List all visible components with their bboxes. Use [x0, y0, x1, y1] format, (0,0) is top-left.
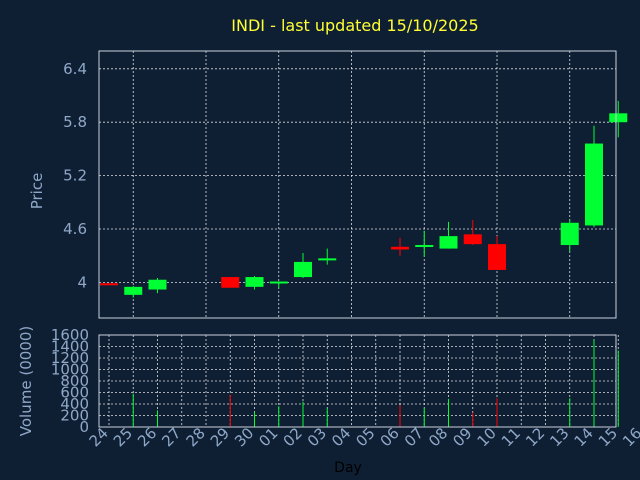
- x-tick: 10: [474, 424, 500, 450]
- candle-body: [391, 246, 409, 250]
- price-tick: 5.2: [63, 167, 87, 185]
- x-tick: 11: [498, 424, 524, 450]
- candle-body: [463, 234, 482, 245]
- volume-tick: 0: [79, 418, 89, 436]
- x-tick: 14: [571, 424, 597, 450]
- x-tick: 15: [595, 424, 621, 450]
- price-tick: 6.4: [63, 60, 87, 78]
- price-tick: 4: [77, 273, 87, 291]
- x-tick: 24: [86, 424, 112, 450]
- candle-body: [415, 245, 434, 248]
- candle-body: [100, 283, 118, 286]
- volume-plot-frame: [98, 334, 617, 428]
- x-tick: 08: [425, 424, 451, 450]
- x-tick: 06: [377, 424, 403, 450]
- candle-body: [245, 277, 264, 287]
- x-tick: 07: [401, 424, 427, 450]
- volume-bars: [132, 339, 619, 427]
- volume-tick: 200: [60, 407, 89, 425]
- price-tick: 5.8: [63, 113, 87, 131]
- price-tick-labels: 4 4.6 5.2 5.8 6.4: [63, 60, 87, 292]
- x-tick: 13: [546, 424, 572, 450]
- price-axis-label: Price: [28, 173, 46, 210]
- x-tick: 26: [134, 424, 160, 450]
- candle-body: [294, 261, 312, 278]
- price-tick: 4.6: [63, 220, 87, 238]
- x-tick: 05: [352, 424, 378, 450]
- x-tick: 25: [110, 424, 136, 450]
- volume-tick: 400: [60, 395, 89, 413]
- candle-body: [148, 279, 167, 290]
- x-tick: 01: [255, 424, 281, 450]
- candle-body: [609, 113, 628, 123]
- x-tick: 28: [183, 424, 209, 450]
- chart-title: INDI - last updated 15/10/2025: [231, 16, 478, 35]
- volume-tick: 800: [60, 372, 89, 390]
- price-plot-frame: [98, 50, 617, 319]
- volume-tick: 600: [60, 384, 89, 402]
- candles: [100, 100, 628, 298]
- x-tick: 09: [449, 424, 475, 450]
- x-tick: 12: [522, 424, 548, 450]
- candle-body: [124, 286, 143, 295]
- x-tick: 29: [207, 424, 233, 450]
- x-tick: 02: [280, 424, 306, 450]
- x-tick-labels: 2425262728293001020304050607080910111213…: [86, 424, 640, 450]
- candle-body: [439, 236, 458, 249]
- volume-tick: 1600: [51, 326, 89, 344]
- price-panel: 4 4.6 5.2 5.8 6.4 Price: [28, 50, 628, 319]
- candle-body: [560, 222, 579, 246]
- price-gridlines: [99, 51, 616, 318]
- candle-body: [318, 258, 337, 261]
- candle-body: [488, 244, 506, 270]
- x-tick: 16: [619, 424, 640, 450]
- x-tick: 03: [304, 424, 330, 450]
- volume-gridlines: [99, 334, 619, 428]
- candle-body: [221, 277, 240, 288]
- x-axis-label: Day: [334, 460, 362, 476]
- candle-body: [585, 143, 603, 226]
- x-tick: 04: [328, 424, 354, 450]
- volume-tick: 1200: [51, 349, 89, 367]
- x-tick: 27: [158, 424, 184, 450]
- volume-axis-label: Volume (0000): [17, 326, 35, 436]
- x-tick: 30: [231, 424, 257, 450]
- volume-tick: 1400: [51, 338, 89, 356]
- volume-tick: 1000: [51, 361, 89, 379]
- candle-body: [269, 281, 288, 284]
